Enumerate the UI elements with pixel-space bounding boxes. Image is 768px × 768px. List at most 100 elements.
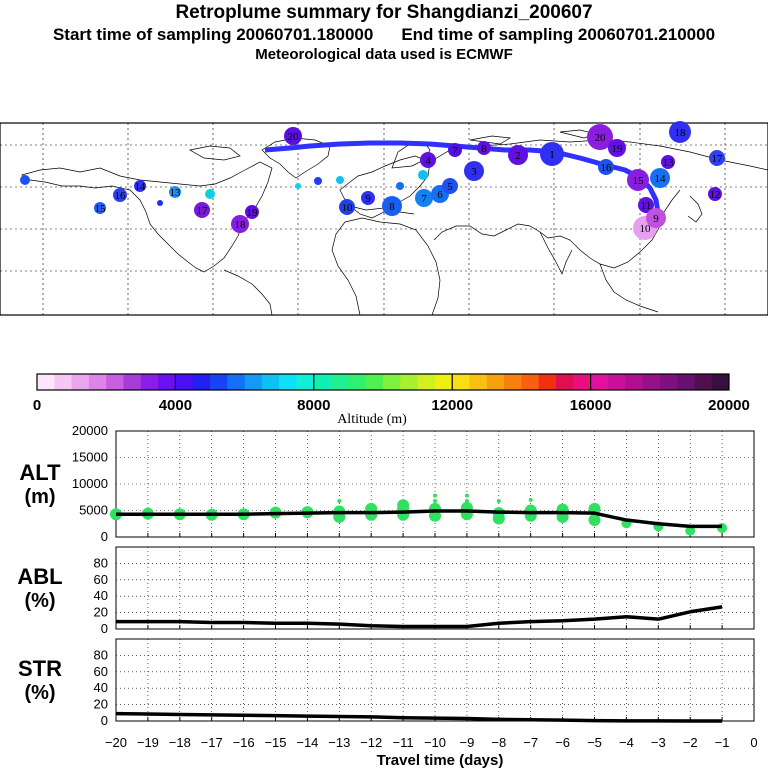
cluster-bubble xyxy=(361,191,375,205)
cluster-label: 15 xyxy=(633,175,645,187)
y-axis-unit: (%) xyxy=(24,590,55,612)
cluster-label: 13 xyxy=(170,187,182,199)
cluster-label: 16 xyxy=(115,190,127,202)
colorbar-cell xyxy=(331,374,349,390)
x-tick-label: −14 xyxy=(296,735,318,750)
cluster-bubble xyxy=(448,143,462,157)
cluster-bubble xyxy=(339,199,355,215)
cluster-bubble xyxy=(231,215,249,233)
colorbar-cell xyxy=(88,374,107,390)
cluster-label: 20 xyxy=(595,132,607,144)
cluster-label: 4 xyxy=(425,155,431,167)
x-tick-label: −3 xyxy=(651,735,666,750)
x-tick-label: −12 xyxy=(360,735,382,750)
colorbar-cell xyxy=(106,374,124,390)
y-axis-label: STR xyxy=(18,656,62,681)
x-tick-label: −6 xyxy=(555,735,570,750)
cluster-label: 14 xyxy=(135,181,147,193)
cluster-bubble xyxy=(284,127,302,145)
coast-europe xyxy=(339,155,431,219)
y-axis-label: ABL xyxy=(17,564,62,589)
altitude-point xyxy=(433,498,437,503)
y-tick-label: 80 xyxy=(94,647,108,662)
colorbar-cell xyxy=(175,374,194,390)
x-axis-label: Travel time (days) xyxy=(377,752,504,768)
y-axis-label: ALT xyxy=(19,460,61,485)
colorbar-cell xyxy=(313,374,332,390)
cluster-bubble xyxy=(646,208,666,228)
series-line xyxy=(116,509,723,529)
cluster-bubble xyxy=(508,145,528,165)
altitude-colorbar: 0 4000 8000 12000 16000 20000 xyxy=(33,373,750,414)
y-tick-label: 20 xyxy=(94,605,108,620)
colorbar-cell xyxy=(296,374,315,390)
colorbar-cell xyxy=(590,374,609,390)
cluster-bubble xyxy=(20,175,30,185)
cluster-bubble xyxy=(477,141,491,155)
coast-japan xyxy=(687,195,703,223)
colorbar-cell xyxy=(123,374,142,390)
colorbar-cell xyxy=(400,374,419,390)
colorbar-cell xyxy=(417,374,436,390)
colorbar-cell xyxy=(37,374,55,390)
colorbar-cell xyxy=(279,374,297,390)
cluster-label: 19 xyxy=(247,207,259,219)
cluster-bubble xyxy=(157,200,163,206)
sampling-times: Start time of sampling 20060701.180000 En… xyxy=(0,25,768,45)
colorbar-cell xyxy=(54,374,73,390)
colorbar-cell xyxy=(192,374,211,390)
x-tick-label: −7 xyxy=(523,735,538,750)
colorbar-tick-label: 12000 xyxy=(431,397,473,414)
y-tick-label: 0 xyxy=(101,621,108,636)
cluster-label: 17 xyxy=(712,153,724,165)
cluster-bubble xyxy=(608,139,626,157)
cluster-label: 12 xyxy=(710,189,721,201)
cluster-bubble xyxy=(194,202,210,218)
colorbar-cell xyxy=(677,374,695,390)
colorbar-cell xyxy=(694,374,713,390)
cluster-label: 17 xyxy=(197,205,209,217)
colorbar-cell xyxy=(607,374,626,390)
colorbar-cell xyxy=(556,374,574,390)
cluster-bubble xyxy=(336,176,344,184)
colorbar-frame xyxy=(36,373,730,391)
end-time-label: End time of sampling 20060701.210000 xyxy=(401,25,716,44)
y-tick-label: 60 xyxy=(94,572,108,587)
cluster-bubble xyxy=(169,186,181,198)
x-tick-label: −10 xyxy=(424,735,446,750)
coast-asia-east xyxy=(433,189,681,269)
altitude-point xyxy=(496,498,501,503)
colorbar-cell xyxy=(659,374,678,390)
colorbar-cell xyxy=(71,374,90,390)
cluster-label: 1 xyxy=(549,149,555,161)
colorbar-cell xyxy=(348,374,367,390)
cluster-label: 18 xyxy=(235,219,247,231)
cluster-label: 13 xyxy=(663,157,675,169)
colorbar-cell xyxy=(227,374,246,390)
altitude-point xyxy=(528,497,533,502)
cluster-bubble xyxy=(113,188,127,202)
cluster-bubble xyxy=(295,183,301,189)
y-axis-unit: (m) xyxy=(24,486,55,508)
cluster-bubble xyxy=(709,150,725,166)
x-tick-label: −19 xyxy=(137,735,159,750)
cluster-bubble xyxy=(420,152,436,168)
x-tick-label: −15 xyxy=(264,735,286,750)
colorbar-cell xyxy=(244,374,263,390)
x-tick-label: −1 xyxy=(715,735,730,750)
colorbar-cell xyxy=(452,374,470,390)
x-tick-label: −16 xyxy=(233,735,255,750)
cluster-label: 18 xyxy=(675,127,687,139)
colorbar-tick-label: 8000 xyxy=(297,397,330,414)
met-data-label: Meteorological data used is ECMWF xyxy=(255,46,513,63)
coast-africa-west xyxy=(331,221,361,316)
colorbar-cell xyxy=(625,374,643,390)
cluster-bubble xyxy=(540,142,564,166)
altitude-point xyxy=(492,512,505,525)
colorbar-cell xyxy=(573,374,592,390)
y-tick-label: 20 xyxy=(94,697,108,712)
cluster-label: 8 xyxy=(389,201,395,213)
